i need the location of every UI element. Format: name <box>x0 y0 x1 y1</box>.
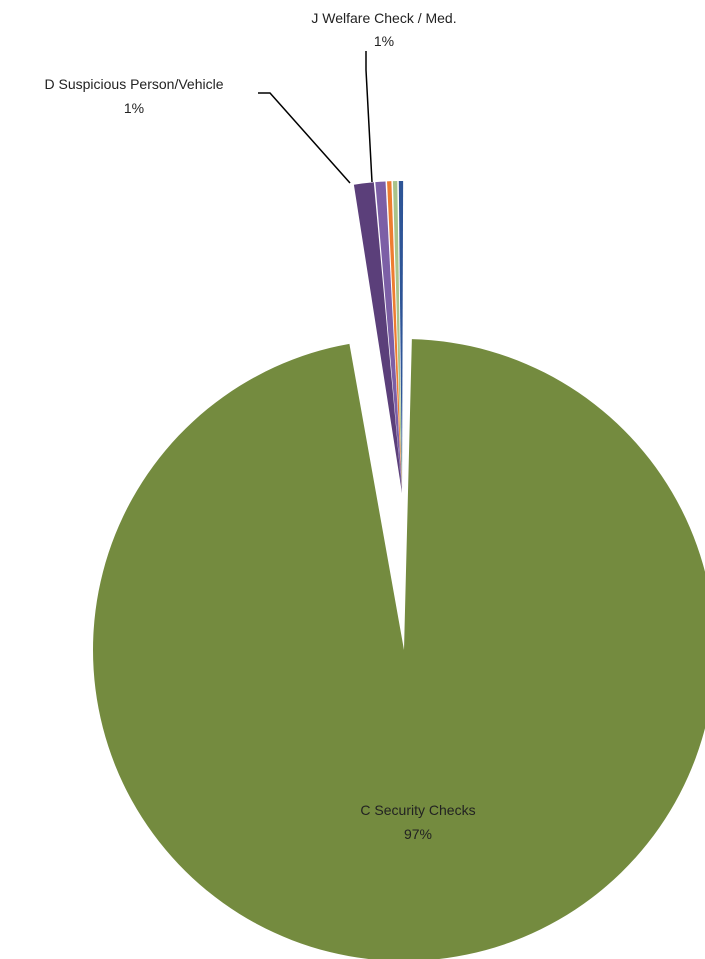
leader-line-j-welfare <box>365 51 373 183</box>
slice-blue <box>398 180 404 493</box>
slice-j-welfare <box>375 181 402 493</box>
slice-percent-d-suspicious: 1% <box>124 100 144 116</box>
slice-percent-j-welfare: 1% <box>374 33 394 49</box>
slice-orange <box>387 181 402 493</box>
pie-slices <box>93 180 705 959</box>
slice-light-green <box>392 181 402 494</box>
slice-c-security <box>93 339 705 959</box>
slice-percent-c-security: 97% <box>404 826 432 842</box>
slice-label-c-security: C Security Checks <box>360 802 475 818</box>
slice-label-j-welfare: J Welfare Check / Med. <box>311 10 456 26</box>
leader-line-d-suspicious <box>258 92 351 184</box>
slice-label-d-suspicious: D Suspicious Person/Vehicle <box>45 76 224 92</box>
slice-d-suspicious <box>353 182 402 493</box>
